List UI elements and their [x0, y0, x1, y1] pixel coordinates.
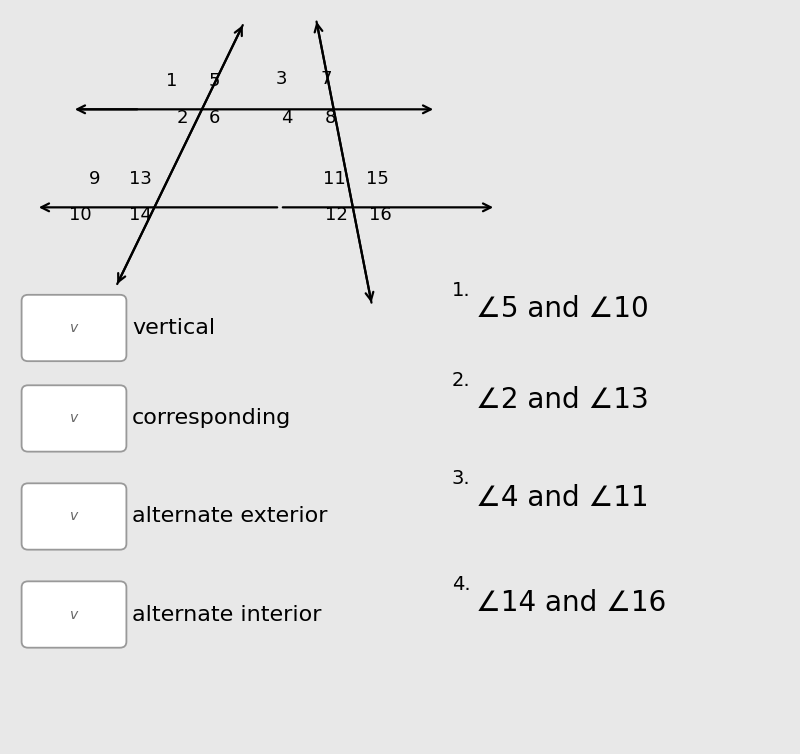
FancyBboxPatch shape: [22, 385, 126, 452]
Text: 11: 11: [323, 170, 346, 188]
Text: ∠14 and ∠16: ∠14 and ∠16: [476, 589, 666, 618]
FancyBboxPatch shape: [22, 295, 126, 361]
Text: 15: 15: [366, 170, 389, 188]
FancyBboxPatch shape: [22, 581, 126, 648]
Text: 10: 10: [69, 206, 91, 224]
Text: v: v: [70, 412, 78, 425]
Text: 2.: 2.: [452, 371, 470, 391]
Text: v: v: [70, 321, 78, 335]
Text: 5: 5: [209, 72, 220, 90]
Text: 3: 3: [276, 70, 287, 88]
Text: 7: 7: [321, 70, 332, 88]
Text: 16: 16: [369, 206, 391, 224]
Text: ∠2 and ∠13: ∠2 and ∠13: [476, 385, 649, 414]
Text: 2: 2: [177, 109, 188, 127]
Text: ∠5 and ∠10: ∠5 and ∠10: [476, 295, 649, 323]
Text: 8: 8: [325, 109, 336, 127]
Text: 9: 9: [89, 170, 100, 188]
Text: alternate interior: alternate interior: [132, 605, 322, 624]
Text: 3.: 3.: [452, 469, 470, 489]
Text: 1: 1: [166, 72, 178, 90]
Text: 13: 13: [129, 170, 151, 188]
Text: 4.: 4.: [452, 575, 470, 594]
Text: vertical: vertical: [132, 318, 215, 338]
Text: 1.: 1.: [452, 280, 470, 300]
Text: v: v: [70, 608, 78, 621]
FancyBboxPatch shape: [22, 483, 126, 550]
Text: corresponding: corresponding: [132, 409, 291, 428]
Text: ∠4 and ∠11: ∠4 and ∠11: [476, 483, 649, 512]
Text: v: v: [70, 510, 78, 523]
Text: alternate exterior: alternate exterior: [132, 507, 327, 526]
Text: 14: 14: [129, 206, 151, 224]
Text: 6: 6: [209, 109, 220, 127]
Text: 4: 4: [281, 109, 292, 127]
Text: 12: 12: [325, 206, 347, 224]
